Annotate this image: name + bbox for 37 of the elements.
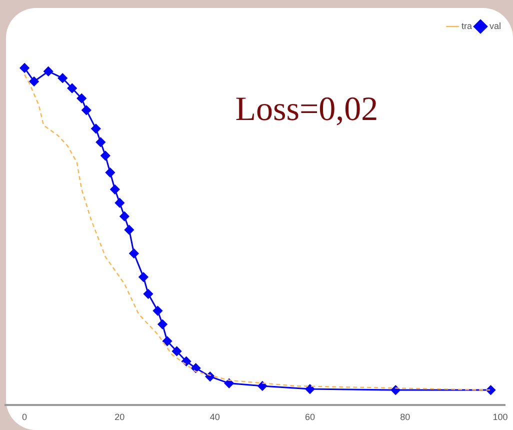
point	[143, 289, 153, 299]
point	[91, 124, 101, 134]
point	[105, 168, 115, 178]
point	[152, 306, 162, 316]
point	[76, 94, 86, 104]
point	[129, 248, 139, 258]
point	[58, 73, 68, 83]
point	[138, 272, 148, 282]
point	[224, 378, 234, 388]
point	[114, 198, 124, 208]
x-tick-label: 100	[492, 412, 508, 422]
point	[82, 105, 92, 115]
point	[110, 184, 120, 194]
point	[258, 381, 268, 391]
point	[182, 356, 192, 366]
point	[120, 212, 130, 222]
point	[162, 336, 172, 346]
point	[29, 76, 39, 86]
point	[20, 63, 30, 73]
point	[305, 384, 315, 394]
x-tick-label: 0	[22, 412, 28, 422]
x-tick-label: 60	[304, 412, 315, 422]
point	[191, 363, 201, 373]
point	[67, 83, 77, 93]
point	[96, 137, 106, 147]
legend-label: val	[489, 20, 502, 31]
point	[124, 225, 134, 235]
point	[100, 150, 110, 160]
legend-label: tra	[461, 20, 472, 31]
point	[390, 385, 400, 395]
point	[44, 66, 54, 76]
x-tick-label: 20	[114, 412, 125, 422]
point	[172, 346, 182, 356]
point	[158, 320, 168, 330]
annotation: Loss=0,02	[235, 90, 378, 128]
x-tick-label: 80	[400, 412, 410, 422]
x-tick-label: 40	[210, 412, 220, 422]
